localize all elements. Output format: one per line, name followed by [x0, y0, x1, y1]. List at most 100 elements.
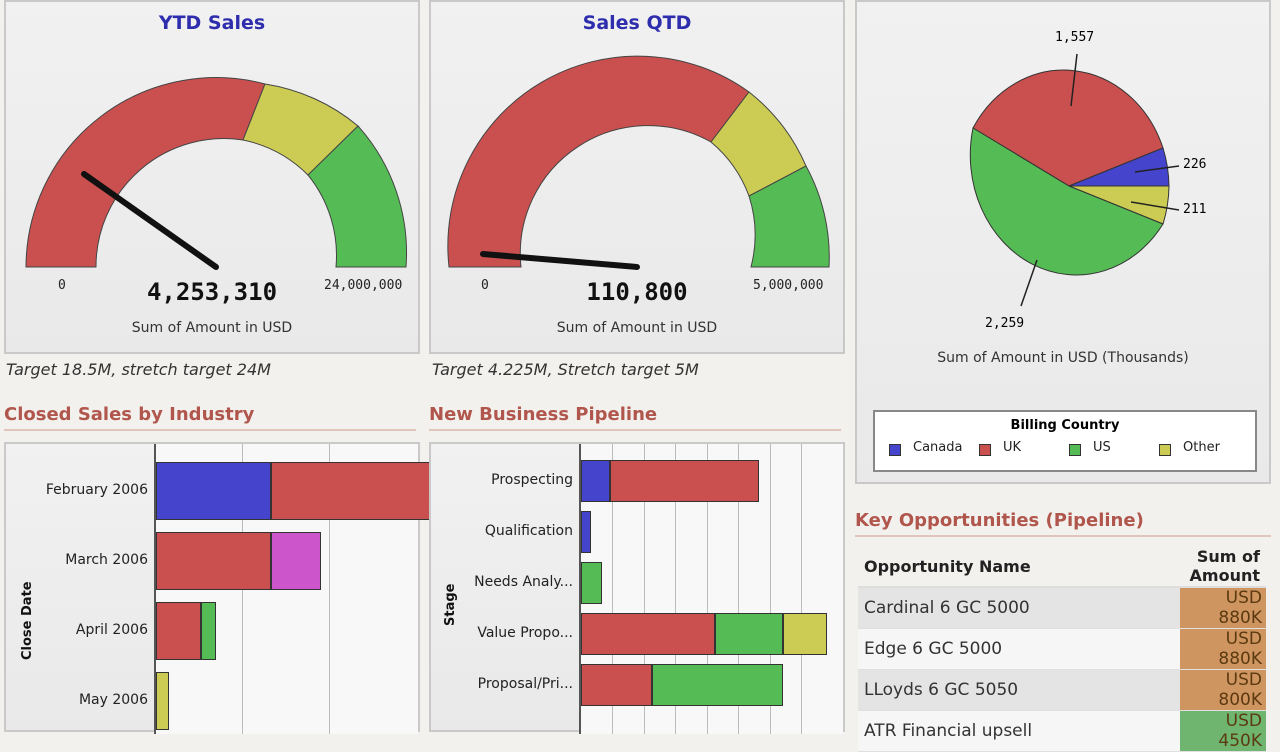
pie-label-canada: 226 [1183, 157, 1207, 172]
bar-category-label: March 2006 [65, 552, 148, 568]
gauge-value: 110,800 [586, 278, 688, 306]
bar-category-label: Value Propo... [477, 625, 573, 641]
gauge-needle [81, 171, 219, 270]
bar-segment[interactable] [271, 532, 322, 590]
opportunity-name[interactable]: Edge 6 GC 5000 [858, 628, 1180, 670]
opportunity-amount: USD 450K [1180, 710, 1266, 752]
opportunity-name[interactable]: Cardinal 6 GC 5000 [858, 587, 1180, 629]
legend-swatch-canada [889, 444, 901, 456]
bar-category-label: May 2006 [78, 692, 148, 708]
legend-swatch-other [1159, 444, 1171, 456]
gauge-max-label: 24,000,000 [324, 278, 403, 293]
closed-sales-section-title: Closed Sales by Industry [4, 404, 416, 431]
pie-label-other: 211 [1183, 202, 1207, 217]
bar-segment[interactable] [581, 613, 715, 655]
sales-qtd-gauge-panel: Sales QTD 0 110,800 5,000,000 Sum of Amo… [429, 0, 845, 354]
pie-leader-us [1020, 259, 1038, 307]
gauge-max-label: 5,000,000 [753, 278, 824, 293]
pie-legend: Billing Country Canada UK US Other [873, 410, 1257, 472]
bar-segment[interactable] [609, 460, 760, 502]
bar-segment[interactable] [714, 613, 783, 655]
gauge-subtitle: Sum of Amount in USD [556, 320, 718, 336]
bar-category-label: Proposal/Pri... [477, 676, 573, 692]
bar-category-label: February 2006 [45, 482, 148, 498]
legend-label-canada: Canada [913, 440, 963, 455]
gauge-min-label: 0 [58, 278, 66, 293]
bar-category-label: April 2006 [75, 622, 148, 638]
gridline [328, 444, 330, 734]
bar-segment[interactable] [782, 613, 828, 655]
bar-segment[interactable] [651, 664, 783, 706]
gridline [675, 444, 677, 734]
gridline [738, 444, 740, 734]
gridline [769, 444, 771, 734]
gauge-green-band [307, 125, 408, 268]
pie-slice-us [969, 127, 1164, 276]
table-row[interactable]: Edge 6 GC 5000 USD 880K [858, 628, 1266, 670]
closed-sales-chart: Close Date February 2006 March 2006 April … [4, 442, 453, 734]
col-header-name[interactable]: Opportunity Name [858, 546, 1180, 588]
gauge-value: 4,253,310 [146, 278, 278, 306]
bar-segment[interactable] [581, 664, 652, 706]
bar-category-label: Needs Analy... [474, 574, 573, 590]
pie-leader-canada [1134, 165, 1180, 173]
col-header-amount[interactable]: Sum of Amount [1180, 546, 1266, 588]
qtd-target-note: Target 4.225M, Stretch target 5M [432, 360, 699, 379]
legend-label-other: Other [1183, 440, 1220, 455]
bar-segment[interactable] [156, 462, 272, 520]
pie-slice-uk [972, 69, 1164, 187]
legend-swatch-uk [979, 444, 991, 456]
qtd-gauge-dial [447, 55, 830, 270]
pie-leader-uk [1070, 53, 1078, 107]
pipeline-chart: Stage Prospecting Qualification Needs Anal… [429, 442, 845, 734]
bar-segment[interactable] [156, 672, 170, 730]
pie-label-uk: 1,557 [1055, 30, 1095, 45]
ytd-gauge-dial [25, 77, 408, 270]
table-row[interactable]: Cardinal 6 GC 5000 USD 880K [858, 587, 1266, 629]
legend-swatch-us [1069, 444, 1081, 456]
pipeline-section-title: New Business Pipeline [429, 404, 841, 431]
table-row[interactable]: ATR Financial upsell USD 450K [858, 710, 1266, 752]
legend-title: Billing Country [1010, 418, 1120, 433]
legend-label-uk: UK [1003, 440, 1022, 455]
table-row[interactable]: LLoyds 6 GC 5050 USD 800K [858, 669, 1266, 711]
gauge-title: Sales QTD [582, 12, 692, 34]
ytd-sales-gauge-panel: YTD Sales 0 4,253,310 24,000,000 Sum of … [4, 0, 420, 354]
opportunity-name[interactable]: ATR Financial upsell [858, 710, 1180, 752]
gauge-title: YTD Sales [158, 12, 266, 34]
gauge-red-band [447, 55, 750, 268]
bar-segment[interactable] [271, 462, 453, 520]
gauge-subtitle: Sum of Amount in USD [131, 320, 293, 336]
opportunity-amount: USD 880K [1180, 628, 1266, 670]
key-opportunities-section-title: Key Opportunities (Pipeline) [855, 510, 1271, 537]
bar-segment[interactable] [581, 460, 610, 502]
closed-sales-axis-label: Close Date [20, 581, 35, 660]
table-header-row: Opportunity Name Sum of Amount [858, 546, 1266, 588]
pie-leader-other [1130, 201, 1180, 211]
legend-label-us: US [1093, 440, 1111, 455]
gauge-red-band [25, 77, 266, 268]
bar-category-label: Qualification [484, 523, 573, 539]
key-opportunities-table: Opportunity Name Sum of Amount Cardinal … [858, 546, 1266, 752]
pie-subtitle: Sum of Amount in USD (Thousands) [937, 350, 1189, 366]
bar-segment[interactable] [581, 562, 602, 604]
gridline [643, 444, 645, 734]
opportunity-name[interactable]: LLoyds 6 GC 5050 [858, 669, 1180, 711]
bar-segment[interactable] [156, 532, 272, 590]
gauge-green-band [748, 165, 830, 268]
gridline [801, 444, 803, 734]
gridline [706, 444, 708, 734]
gridline [612, 444, 614, 734]
ytd-target-note: Target 18.5M, stretch target 24M [6, 360, 271, 379]
pie-chart [969, 53, 1180, 307]
bar-segment[interactable] [581, 511, 592, 553]
gauge-needle [480, 251, 640, 270]
pie-label-us: 2,259 [985, 316, 1025, 331]
opportunity-amount: USD 800K [1180, 669, 1266, 711]
billing-country-pie-panel: 1,557 226 211 2,259 Sum of Amount in USD… [855, 0, 1271, 484]
opportunity-amount: USD 880K [1180, 587, 1266, 629]
bar-category-label: Prospecting [491, 472, 573, 488]
bar-segment[interactable] [200, 602, 217, 660]
gauge-min-label: 0 [481, 278, 489, 293]
bar-segment[interactable] [156, 602, 201, 660]
